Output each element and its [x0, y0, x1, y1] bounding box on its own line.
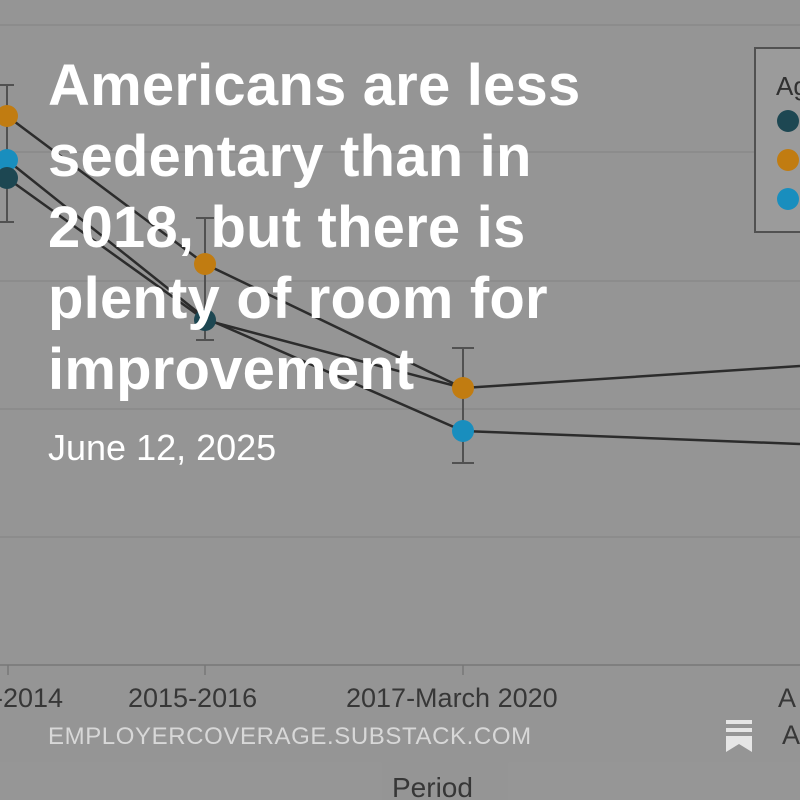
bookmark-icon[interactable] — [724, 718, 754, 754]
x-axis-label: Period — [392, 772, 473, 800]
chart-points — [0, 105, 474, 442]
chart-legend: Ag — [754, 47, 800, 233]
legend-title: Ag — [776, 71, 800, 101]
publication-domain[interactable]: EMPLOYERCOVERAGE.SUBSTACK.COM — [48, 723, 532, 750]
x-tick-label: A — [782, 720, 800, 750]
x-tick-label: 2015-2016 — [128, 683, 257, 713]
post-title[interactable]: Americans are less sedentary than in 201… — [48, 53, 581, 402]
x-tick-label: -2014 — [0, 683, 63, 713]
chart-x-tick-labels: -2014 2015-2016 2017-March 2020 A A — [0, 683, 800, 750]
x-tick-label: A — [778, 683, 796, 713]
chart-gridlines — [0, 24, 800, 666]
x-tick-label: 2017-March 2020 — [346, 683, 558, 713]
post-date: June 12, 2025 — [48, 427, 277, 468]
